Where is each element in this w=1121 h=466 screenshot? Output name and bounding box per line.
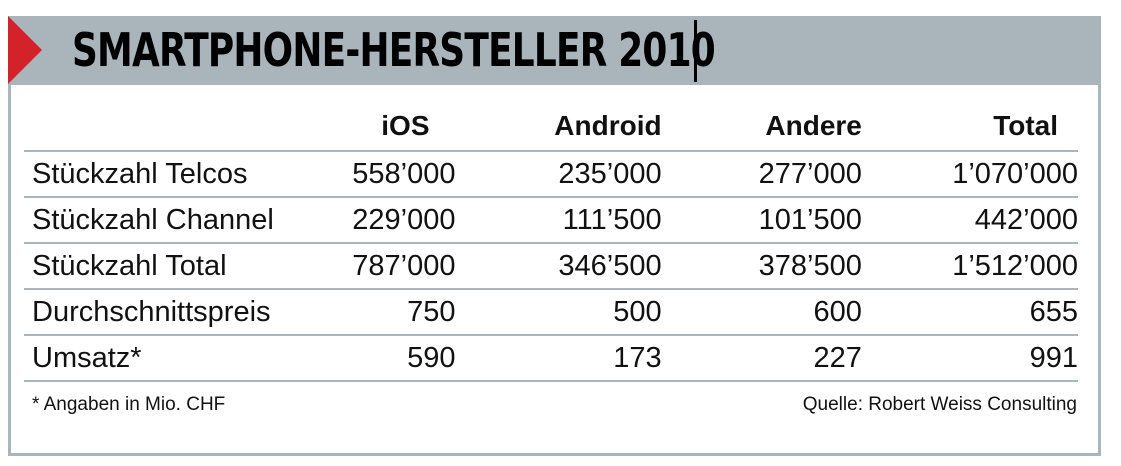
table-cell: 1’512’000 — [861, 243, 1078, 290]
table-cell: 173 — [455, 335, 662, 382]
table-cell: 1’070’000 — [861, 151, 1078, 198]
table-cell: 378’500 — [661, 243, 862, 290]
row-label: Stückzahl Telcos — [24, 151, 319, 198]
column-header-andere: Andere — [661, 102, 862, 152]
table-cell: 229’000 — [318, 197, 456, 244]
table-cell: 442’000 — [861, 197, 1078, 244]
table-row: Umsatz* 590 173 227 991 — [24, 335, 1078, 382]
table-cell: 235’000 — [455, 151, 662, 198]
table-cell: 101’500 — [661, 197, 862, 244]
table-cell: 750 — [318, 289, 456, 336]
table-cell: 558’000 — [318, 151, 456, 198]
page-title: SMARTPHONE-HERSTELLER 2010 — [72, 23, 716, 77]
red-arrow-icon — [8, 16, 42, 84]
table-row: Stückzahl Channel 229’000 111’500 101’50… — [24, 197, 1078, 244]
table-cell: 277’000 — [661, 151, 862, 198]
table-cell: 787’000 — [318, 243, 456, 290]
table-row: Stückzahl Total 787’000 346’500 378’500 … — [24, 243, 1078, 290]
table-cell: 227 — [661, 335, 862, 382]
column-header-android: Android — [455, 102, 662, 152]
footnote: * Angaben in Mio. CHF — [32, 394, 226, 415]
table-cell: 655 — [861, 289, 1078, 336]
source-credit: Quelle: Robert Weiss Consulting — [802, 394, 1077, 415]
column-header-label — [24, 102, 319, 152]
table-cell: 500 — [455, 289, 662, 336]
table-cell: 600 — [661, 289, 862, 336]
row-label: Stückzahl Total — [24, 243, 319, 290]
data-table: iOS Android Andere Total Stückzahl Telco… — [24, 102, 1078, 382]
header-bar — [8, 16, 1101, 85]
table-cell: 346’500 — [455, 243, 662, 290]
column-header-ios: iOS — [318, 102, 456, 152]
row-label: Umsatz* — [24, 335, 319, 382]
table-cell: 111’500 — [455, 197, 662, 244]
row-label: Durchschnittspreis — [24, 289, 319, 336]
table-cell: 590 — [318, 335, 456, 382]
table-cell: 991 — [861, 335, 1078, 382]
title-divider — [694, 20, 697, 82]
column-header-total: Total — [861, 102, 1078, 152]
table-row: Durchschnittspreis 750 500 600 655 — [24, 289, 1078, 336]
table-row: Stückzahl Telcos 558’000 235’000 277’000… — [24, 151, 1078, 198]
table-header-row: iOS Android Andere Total — [24, 102, 1078, 152]
row-label: Stückzahl Channel — [24, 197, 319, 244]
